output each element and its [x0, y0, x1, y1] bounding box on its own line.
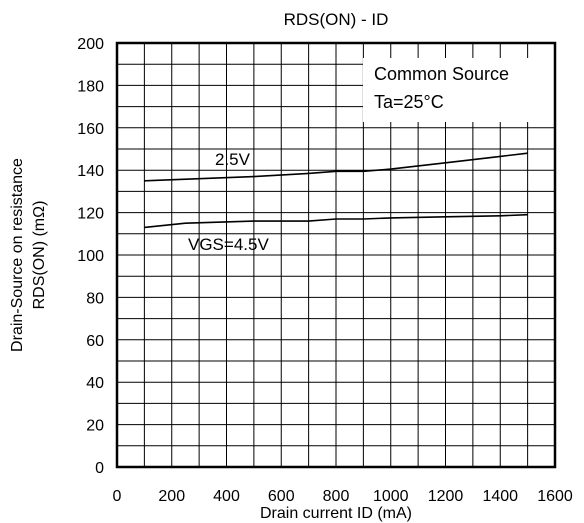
annotation-box: [363, 58, 555, 122]
y-tick-label: 80: [86, 290, 104, 307]
grid: [117, 43, 555, 467]
y-tick-label: 200: [77, 36, 104, 53]
y-tick-label: 20: [86, 418, 104, 435]
plot-border: [115, 41, 557, 469]
y-tick-label: 0: [95, 460, 104, 477]
series-line-vgs-4-5v: [144, 213, 528, 229]
y-axis-label-line-2: RDS(ON) (mΩ): [31, 201, 48, 310]
x-tick-label: 600: [268, 488, 295, 505]
annotation-common-source: Common Source: [374, 64, 509, 84]
text-layer: RDS(ON) - ID 0 20 40 60 80 100 120 140 160 180 200 0…: [9, 10, 573, 522]
x-axis-label: Drain current ID (mA): [260, 505, 412, 522]
y-tick-label: 40: [86, 375, 104, 392]
x-tick-label: 1600: [537, 488, 573, 505]
y-tick-label: 140: [77, 163, 104, 180]
x-tick-label: 400: [213, 488, 240, 505]
chart-title: RDS(ON) - ID: [284, 10, 389, 29]
x-tick-label: 1000: [373, 488, 409, 505]
y-tick-label: 120: [77, 206, 104, 223]
y-axis-label-line-1: Drain-Source on resistance: [9, 158, 26, 352]
y-tick-label: 160: [77, 121, 104, 138]
series-line-vgs-2-5v: [144, 152, 528, 182]
y-tick-label: 60: [86, 333, 104, 350]
x-tick-label: 1400: [482, 488, 518, 505]
y-tick-label: 180: [77, 78, 104, 95]
annotation-temperature: Ta=25°C: [374, 92, 444, 112]
plot-frame: [115, 41, 557, 469]
series-label-vgs-4-5v: VGS=4.5V: [188, 235, 269, 254]
series-layer: [144, 152, 528, 229]
series-label-2-5v: 2.5V: [215, 150, 251, 169]
x-tick-label: 0: [113, 488, 122, 505]
x-tick-label: 1200: [428, 488, 464, 505]
x-tick-label: 800: [323, 488, 350, 505]
x-tick-label: 200: [158, 488, 185, 505]
y-tick-label: 100: [77, 248, 104, 265]
